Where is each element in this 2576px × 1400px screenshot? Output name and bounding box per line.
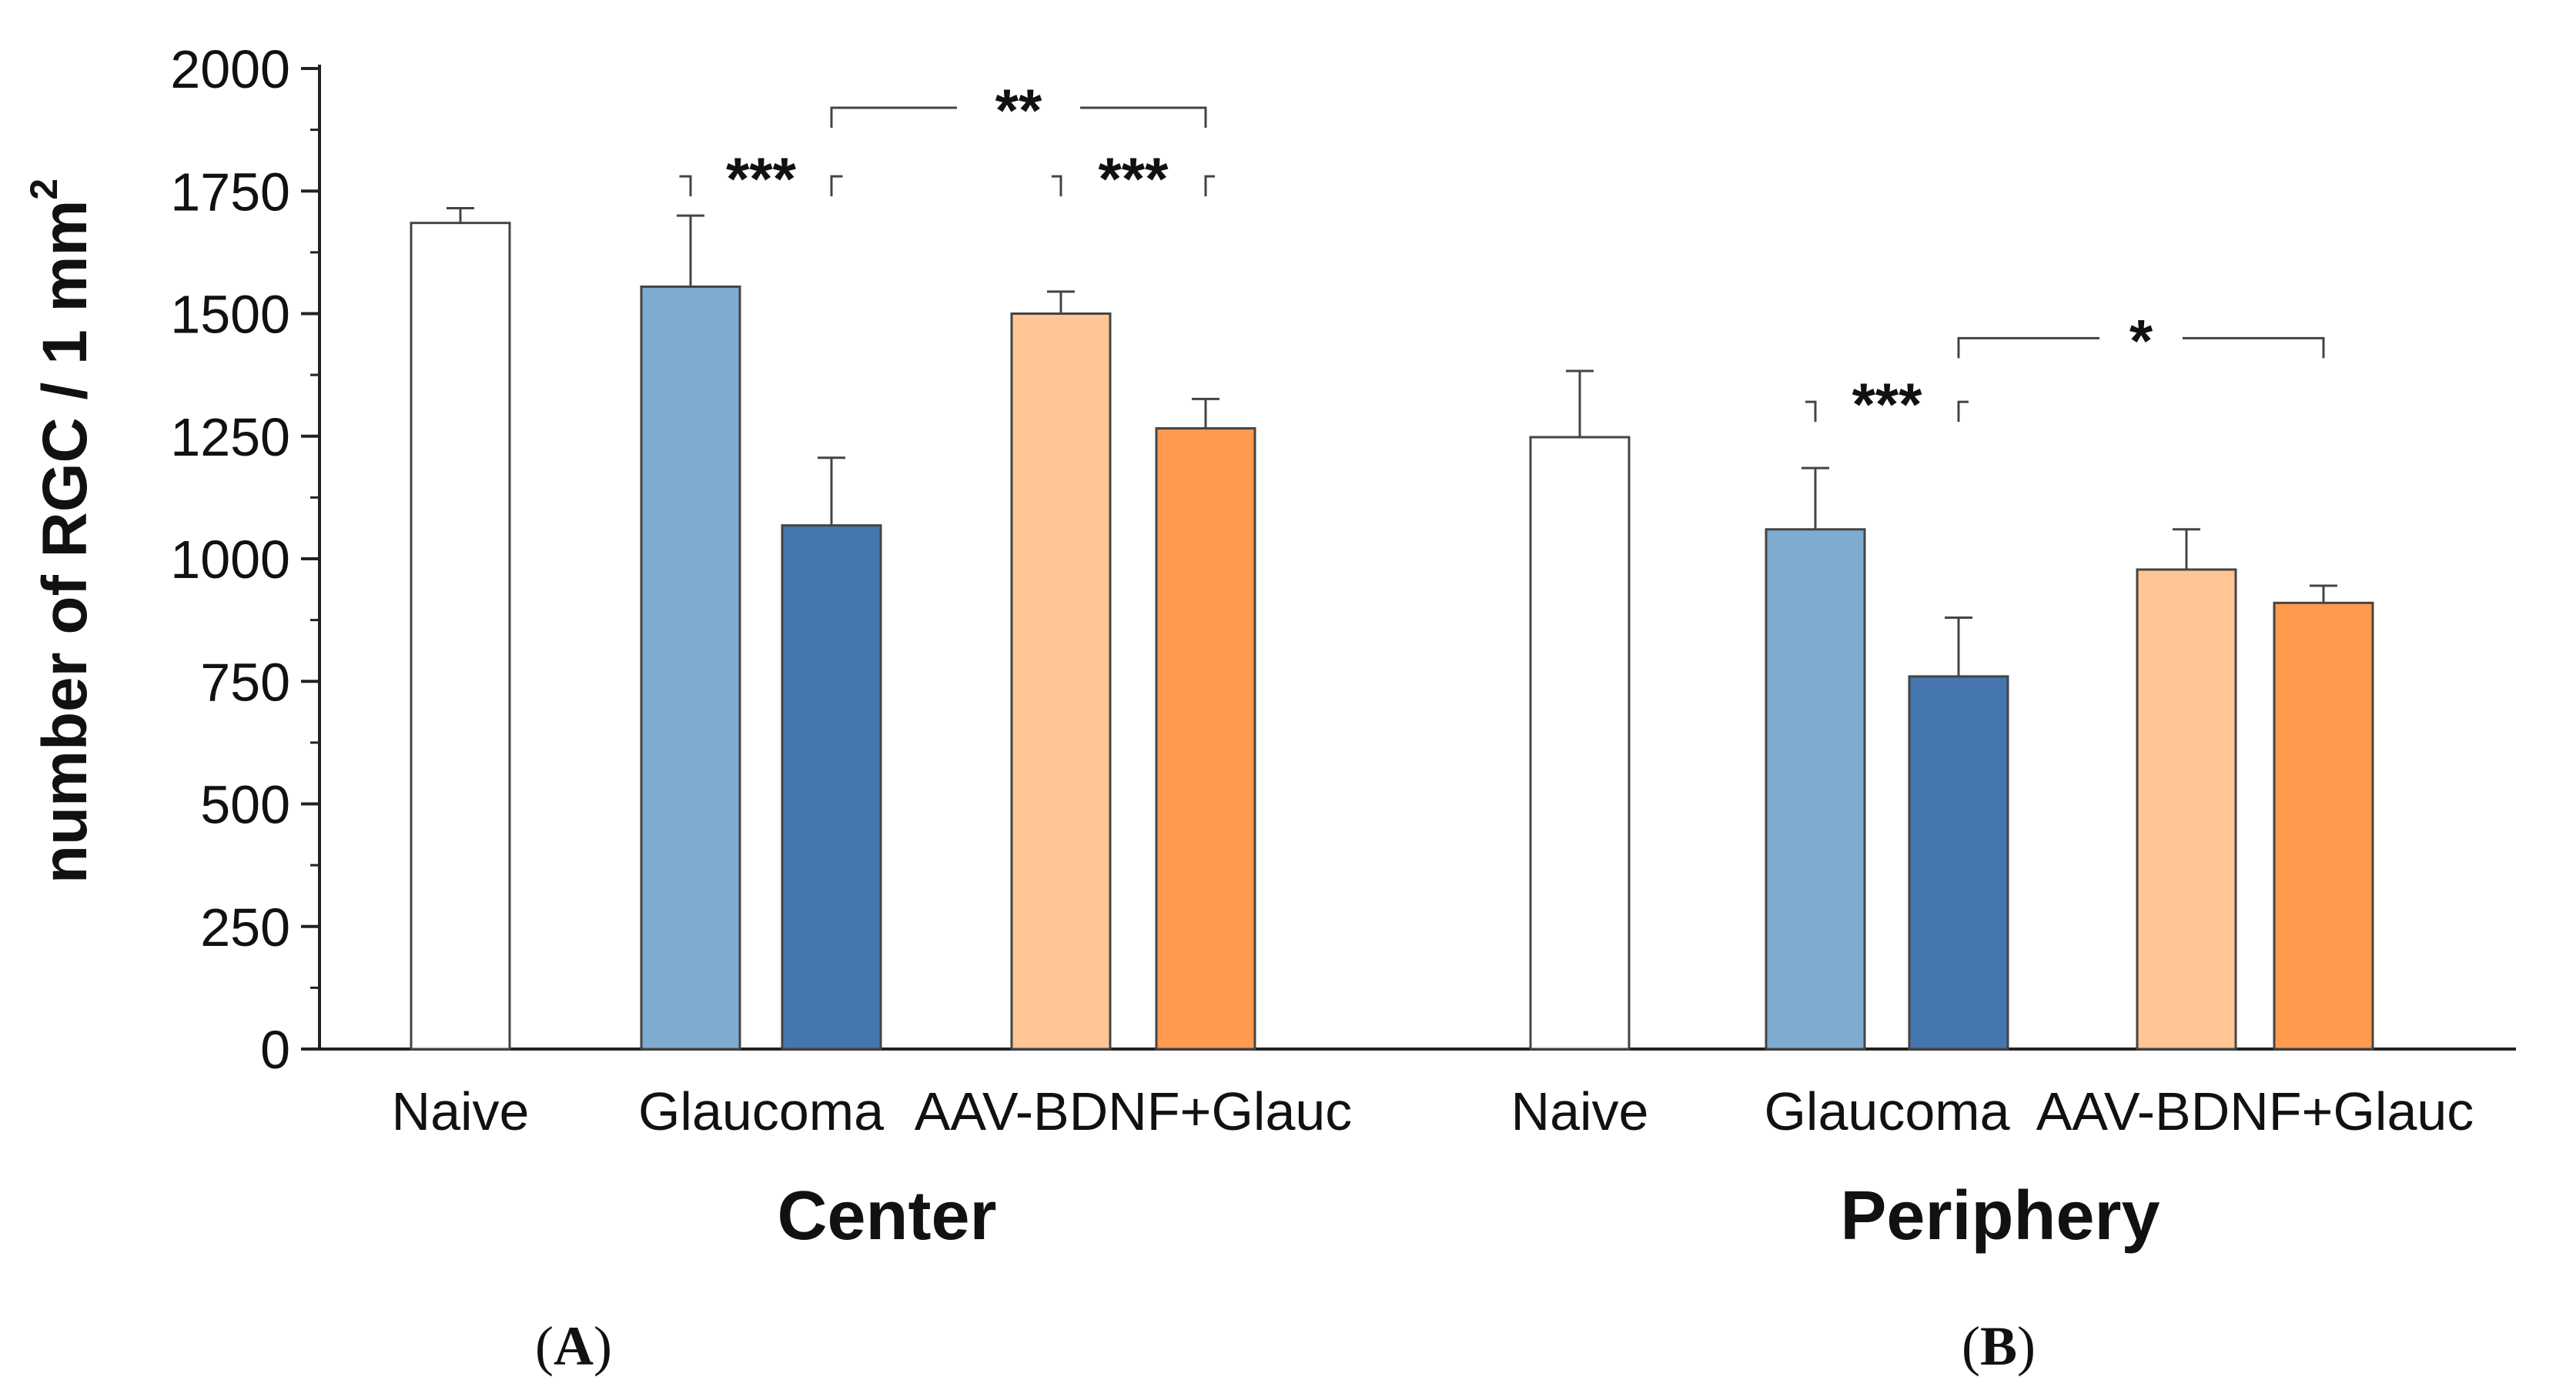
plot-area: 0 250 500 750 1000 1250 1500 1750 2000 number of … <box>22 39 2516 1255</box>
category-label-center-2: AAV-BDNF+Glauc <box>915 1081 1353 1141</box>
bar-center-1-0 <box>640 285 741 1051</box>
significance-label-1: *** <box>1098 145 1169 212</box>
panel-label-b: (B) <box>1962 1315 2036 1377</box>
y-tick-label-250: 250 <box>200 897 290 957</box>
group-label-center: Center <box>777 1178 996 1255</box>
significance-label-0: *** <box>726 145 797 212</box>
y-tick-label-1250: 1250 <box>170 407 290 467</box>
y-tick-label-1500: 1500 <box>170 285 290 345</box>
bar-center-2-0 <box>1010 312 1112 1051</box>
significance-label-3: *** <box>1852 370 1922 438</box>
y-tick-label-2000: 2000 <box>170 39 290 99</box>
bar-periphery-1-0 <box>1765 528 1866 1051</box>
bar-periphery-1-1 <box>1908 675 2009 1051</box>
sig-bracket-left <box>1052 175 1062 197</box>
y-axis-label: number of RGC / 1 mm2 <box>22 179 100 884</box>
category-label-periphery-2: AAV-BDNF+Glauc <box>2036 1081 2474 1141</box>
bar-center-1-1 <box>781 524 882 1051</box>
bar-center-0-0 <box>410 222 511 1051</box>
sig-bracket-left <box>1957 336 2099 359</box>
y-tick-label-1750: 1750 <box>170 162 290 222</box>
significance-label-2: ** <box>995 76 1042 144</box>
y-tick-label-1000: 1000 <box>170 530 290 590</box>
y-tick-label-750: 750 <box>200 652 290 712</box>
bar-periphery-0-0 <box>1529 436 1631 1051</box>
sig-bracket-left <box>1805 400 1817 423</box>
sig-bracket-right <box>1080 106 1207 128</box>
bar-periphery-2-1 <box>2273 601 2374 1051</box>
bar-center-2-1 <box>1155 427 1256 1051</box>
panel-label-a: (A) <box>535 1315 612 1377</box>
bar-periphery-2-0 <box>2136 568 2237 1051</box>
sig-bracket-right <box>1204 175 1215 197</box>
group-label-periphery: Periphery <box>1840 1178 2159 1255</box>
sig-bracket-right <box>1957 400 1969 423</box>
significance-label-4: * <box>2129 306 2153 374</box>
sig-bracket-right <box>2183 336 2325 359</box>
category-label-periphery-0: Naive <box>1511 1081 1649 1141</box>
sig-bracket-right <box>830 175 843 197</box>
y-tick-label-0: 0 <box>260 1020 290 1080</box>
sig-bracket-left <box>830 106 957 128</box>
y-tick-label-500: 500 <box>200 775 290 835</box>
category-label-center-0: Naive <box>392 1081 530 1141</box>
sig-bracket-left <box>679 175 692 197</box>
category-label-periphery-1: Glaucoma <box>1764 1081 2009 1141</box>
category-label-center-1: Glaucoma <box>638 1081 884 1141</box>
